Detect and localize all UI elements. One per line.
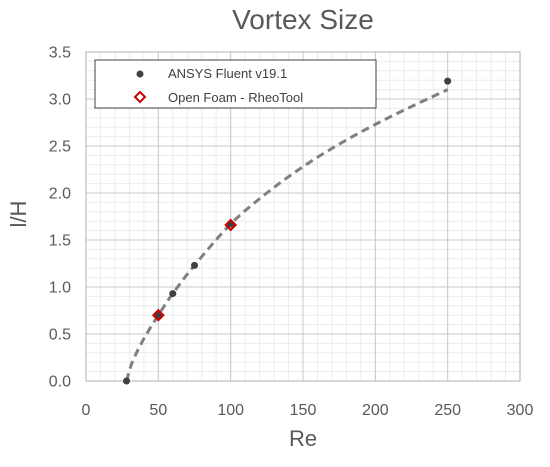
data-point-ansys — [191, 261, 198, 269]
x-tick-label: 0 — [82, 402, 91, 419]
x-tick-label: 200 — [362, 402, 389, 419]
legend-label-ansys: ANSYS Fluent v19.1 — [168, 66, 287, 81]
y-tick-label: 0.0 — [49, 374, 71, 391]
y-tick-label: 2.5 — [49, 139, 71, 156]
x-tick-label: 100 — [217, 402, 244, 419]
legend-marker-ansys — [136, 70, 144, 78]
legend-label-openfoam: Open Foam - RheoTool — [168, 90, 303, 105]
x-axis-tick-labels: 0 50 100 150 200 250 300 — [82, 402, 534, 419]
x-tick-label: 150 — [290, 402, 317, 419]
x-tick-label: 300 — [507, 402, 534, 419]
chart-title: Vortex Size — [232, 4, 374, 35]
plot-area — [85, 51, 521, 382]
y-tick-label: 0.5 — [49, 327, 71, 344]
y-tick-label: 1.5 — [49, 233, 71, 250]
data-point-ansys — [169, 290, 177, 298]
x-tick-label: 50 — [149, 402, 167, 419]
y-tick-label: 3.5 — [49, 45, 71, 62]
legend-marker-openfoam — [133, 90, 147, 104]
data-point-openfoam — [224, 218, 238, 232]
y-axis-tick-labels: 0.0 0.5 1.0 1.5 2.0 2.5 3.0 3.5 — [49, 45, 71, 391]
y-tick-label: 2.0 — [49, 186, 71, 203]
y-tick-label: 1.0 — [49, 280, 71, 297]
trendline — [125, 88, 449, 382]
x-tick-label: 250 — [434, 402, 461, 419]
data-point-ansys — [123, 377, 131, 385]
y-tick-label: 3.0 — [49, 92, 71, 109]
data-point-openfoam — [151, 308, 165, 322]
data-point-ansys — [154, 311, 162, 319]
legend: ANSYS Fluent v19.1 Open Foam - RheoTool — [94, 59, 377, 109]
y-axis-title: l/H — [6, 201, 31, 228]
series-markers — [123, 77, 452, 385]
data-point-ansys — [444, 77, 452, 85]
x-axis-title: Re — [289, 426, 317, 451]
